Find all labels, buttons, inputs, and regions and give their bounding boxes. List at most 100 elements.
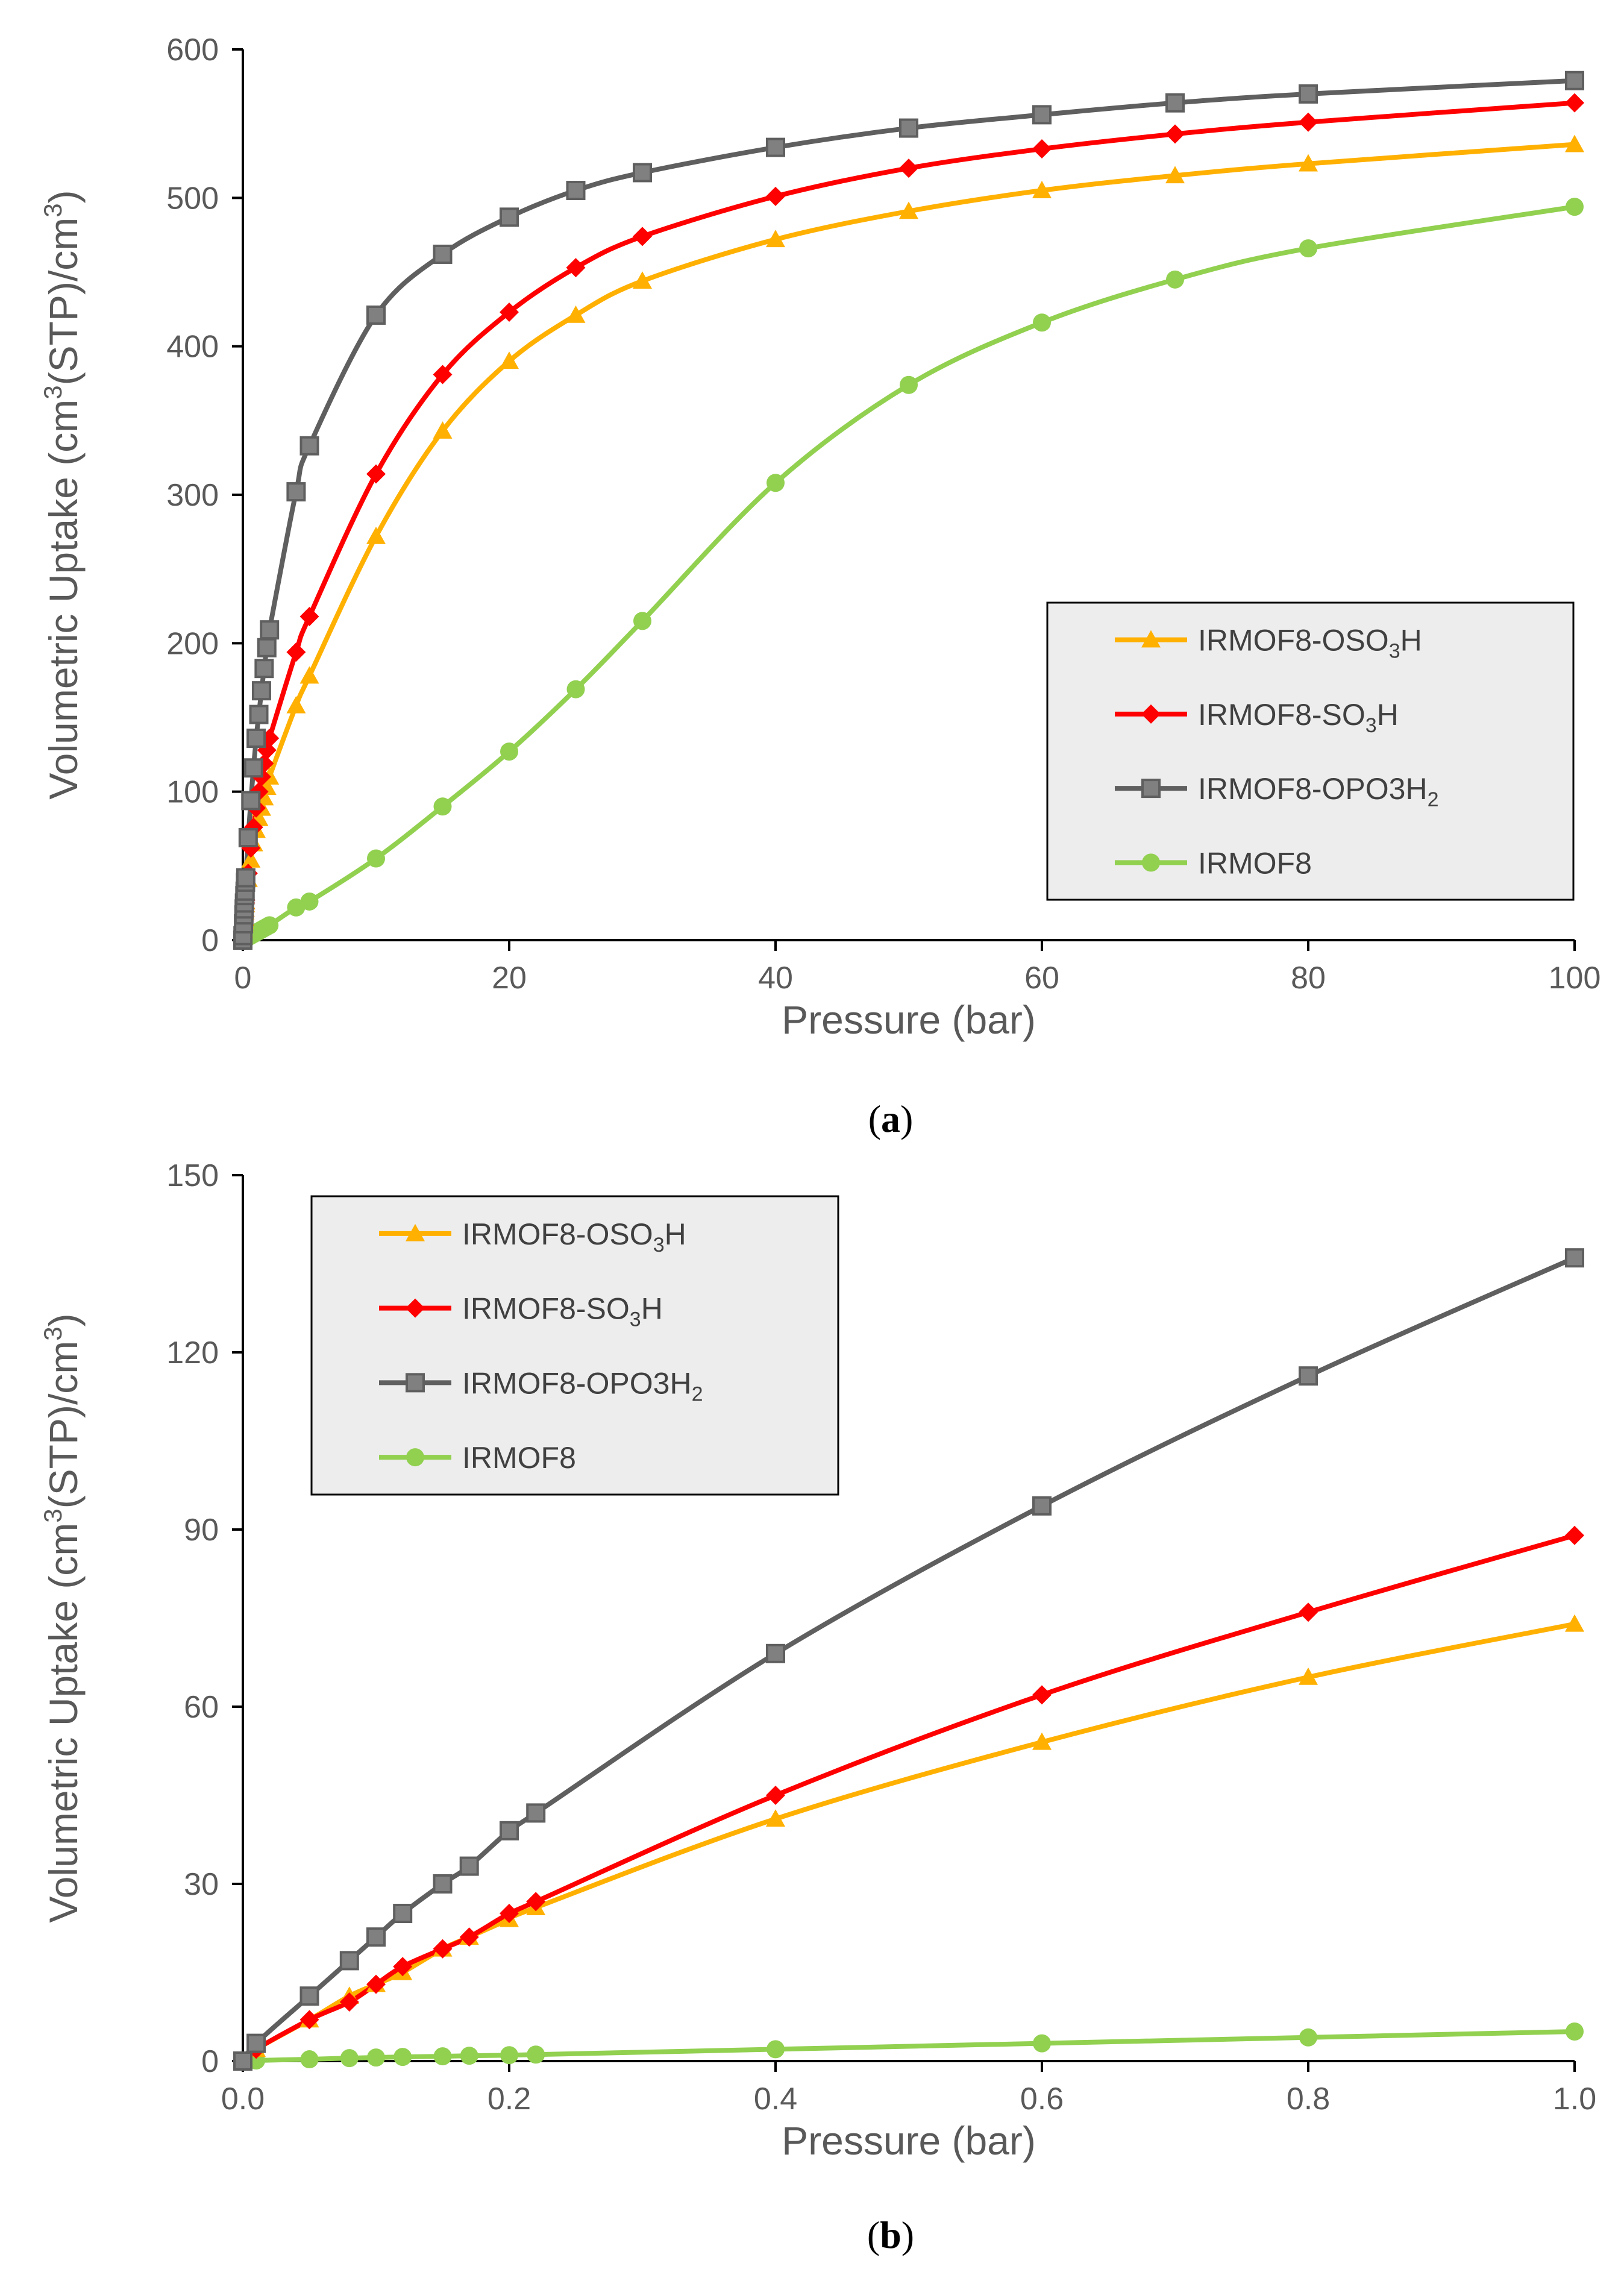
data-point-irmof8-opo3h2-18 <box>260 620 280 640</box>
legend: IRMOF8-OSO3H IRMOF8-SO3H IRMOF8-OPO3H2 IRMO… <box>310 1195 839 1496</box>
data-point-irmof8-20 <box>300 892 319 911</box>
data-point-irmof8-18 <box>260 916 279 935</box>
y-tick-label: 400 <box>166 330 219 365</box>
x-tick-label: 0.2 <box>488 2082 531 2117</box>
data-point-irmof8-opo3h2-3 <box>339 1951 359 1971</box>
data-point-irmof8-opo3h2-15 <box>251 681 271 701</box>
y-tick-label: 90 <box>184 1513 219 1548</box>
x-tick-label: 0.0 <box>221 2082 265 2117</box>
x-tick-label: 1.0 <box>1553 2082 1596 2117</box>
y-tick-label: 60 <box>184 1690 219 1725</box>
data-point-irmof8-so3h-20 <box>299 606 319 626</box>
x-tick-label: 0.8 <box>1287 2082 1330 2117</box>
data-point-irmof8-opo3h2-2 <box>299 1986 319 2006</box>
data-point-irmof8-opo3h2-4 <box>366 1927 386 1947</box>
data-point-irmof8-11 <box>1033 2034 1051 2053</box>
data-point-irmof8-so3h-23 <box>500 303 519 322</box>
data-point-irmof8-opo3h2-11 <box>241 791 261 811</box>
data-point-irmof8-so3h-12 <box>1299 1602 1318 1622</box>
y-tick-label: 150 <box>166 1158 219 1193</box>
data-point-irmof8-opo3h2-10 <box>766 1643 785 1663</box>
data-point-irmof8-7 <box>460 2047 478 2065</box>
data-point-irmof8-oso3h-19 <box>286 695 306 714</box>
data-point-legend-irmof8-opo3h2-2 <box>1141 779 1161 799</box>
legend-item: IRMOF8-OSO3H <box>379 1217 686 1257</box>
plot-area <box>233 1248 1584 2071</box>
data-point-irmof8-oso3h-29 <box>1165 166 1185 184</box>
panel-b: 0 30 60 90 120 150 0.0 0.2 0.4 0.6 0.8 1.0 Pressure … <box>39 1158 1596 2256</box>
legend-item: IRMOF8 <box>1115 846 1312 880</box>
x-tick-label: 0.4 <box>754 2082 797 2117</box>
data-point-irmof8-opo3h2-24 <box>566 181 586 201</box>
data-point-irmof8-opo3h2-10 <box>238 828 258 848</box>
data-point-irmof8-so3h-31 <box>1565 93 1584 113</box>
data-point-irmof8-4 <box>367 2048 385 2067</box>
data-point-irmof8-so3h-26 <box>766 186 785 206</box>
legend-label: IRMOF8-OPO3H2 <box>1198 772 1439 811</box>
data-point-irmof8-8 <box>500 2046 518 2065</box>
legend-item: IRMOF8-OPO3H2 <box>379 1366 703 1405</box>
data-point-irmof8-so3h-8 <box>500 1904 519 1923</box>
data-point-irmof8-so3h-5 <box>393 1957 413 1977</box>
data-point-irmof8-opo3h2-30 <box>1299 84 1318 104</box>
data-point-irmof8-opo3h2-31 <box>1565 71 1584 90</box>
data-point-irmof8-so3h-9 <box>526 1892 546 1912</box>
x-tick-label: 100 <box>1549 961 1601 996</box>
y-tick-label: 30 <box>184 1867 219 1902</box>
legend-item: IRMOF8-OSO3H <box>1115 624 1422 663</box>
data-point-irmof8-so3h-22 <box>433 365 453 384</box>
x-tick-label: 0 <box>234 961 252 996</box>
data-point-irmof8-21 <box>367 849 385 868</box>
legend-label: IRMOF8-SO3H <box>1198 698 1399 737</box>
panel-caption: (a) <box>868 1097 914 1140</box>
x-tick-label: 40 <box>758 961 793 996</box>
y-tick-label: 0 <box>201 2044 219 2079</box>
data-point-irmof8-opo3h2-13 <box>246 728 266 748</box>
data-point-irmof8-opo3h2-9 <box>236 868 256 888</box>
y-tick-label: 600 <box>166 33 219 67</box>
data-point-irmof8-so3h-2 <box>299 2010 319 2030</box>
data-point-irmof8-oso3h-30 <box>1299 154 1318 172</box>
data-point-legend-irmof8-3 <box>406 1448 424 1467</box>
data-point-irmof8-opo3h2-1 <box>246 2033 266 2053</box>
x-axis-title: Pressure (bar) <box>782 997 1036 1042</box>
data-point-irmof8-opo3h2-12 <box>243 758 263 778</box>
data-point-irmof8-13 <box>1566 2022 1584 2041</box>
data-point-irmof8-oso3h-28 <box>1032 181 1052 198</box>
plot-area <box>233 71 1584 950</box>
data-point-irmof8-oso3h-13 <box>1565 1614 1584 1632</box>
data-point-irmof8-opo3h2-21 <box>366 305 386 325</box>
data-point-irmof8-opo3h2-9 <box>526 1803 546 1823</box>
data-point-irmof8-oso3h-23 <box>500 351 519 369</box>
data-point-irmof8-opo3h2-16 <box>254 659 274 679</box>
data-point-irmof8-opo3h2-0 <box>233 2051 252 2071</box>
data-point-legend-irmof8-so3h-1 <box>406 1298 425 1318</box>
data-point-legend-irmof8-so3h-1 <box>1141 704 1161 724</box>
data-point-irmof8-oso3h-11 <box>1032 1732 1052 1750</box>
data-point-irmof8-28 <box>1033 313 1051 332</box>
data-point-irmof8-24 <box>566 680 585 698</box>
data-point-irmof8-so3h-24 <box>566 258 586 278</box>
data-point-irmof8-10 <box>767 2040 785 2059</box>
legend-item: IRMOF8-SO3H <box>379 1292 663 1331</box>
data-point-irmof8-oso3h-26 <box>766 230 785 248</box>
data-point-irmof8-so3h-21 <box>366 464 386 484</box>
y-axis-title: Volumetric Uptake (cm3(STP)/cm3) <box>39 1313 86 1922</box>
x-axis-title: Pressure (bar) <box>782 2118 1036 2163</box>
data-point-irmof8-oso3h-11 <box>241 850 261 868</box>
data-point-irmof8-27 <box>900 375 918 394</box>
legend-item: IRMOF8 <box>379 1441 576 1475</box>
data-point-irmof8-so3h-6 <box>433 1939 453 1959</box>
x-tick-label: 20 <box>492 961 527 996</box>
data-point-irmof8-opo3h2-8 <box>500 1821 519 1840</box>
data-point-irmof8-so3h-30 <box>1299 112 1318 132</box>
data-point-irmof8-so3h-10 <box>766 1786 785 1805</box>
data-point-irmof8-so3h-29 <box>1165 124 1185 144</box>
data-point-irmof8-oso3h-22 <box>433 421 453 439</box>
data-point-irmof8-so3h-11 <box>1032 1685 1052 1705</box>
data-point-irmof8-31 <box>1566 198 1584 216</box>
y-tick-label: 120 <box>166 1335 219 1370</box>
data-point-irmof8-opo3h2-26 <box>766 137 785 157</box>
y-tick-label: 200 <box>166 626 219 661</box>
panel-caption: (b) <box>867 2214 914 2256</box>
